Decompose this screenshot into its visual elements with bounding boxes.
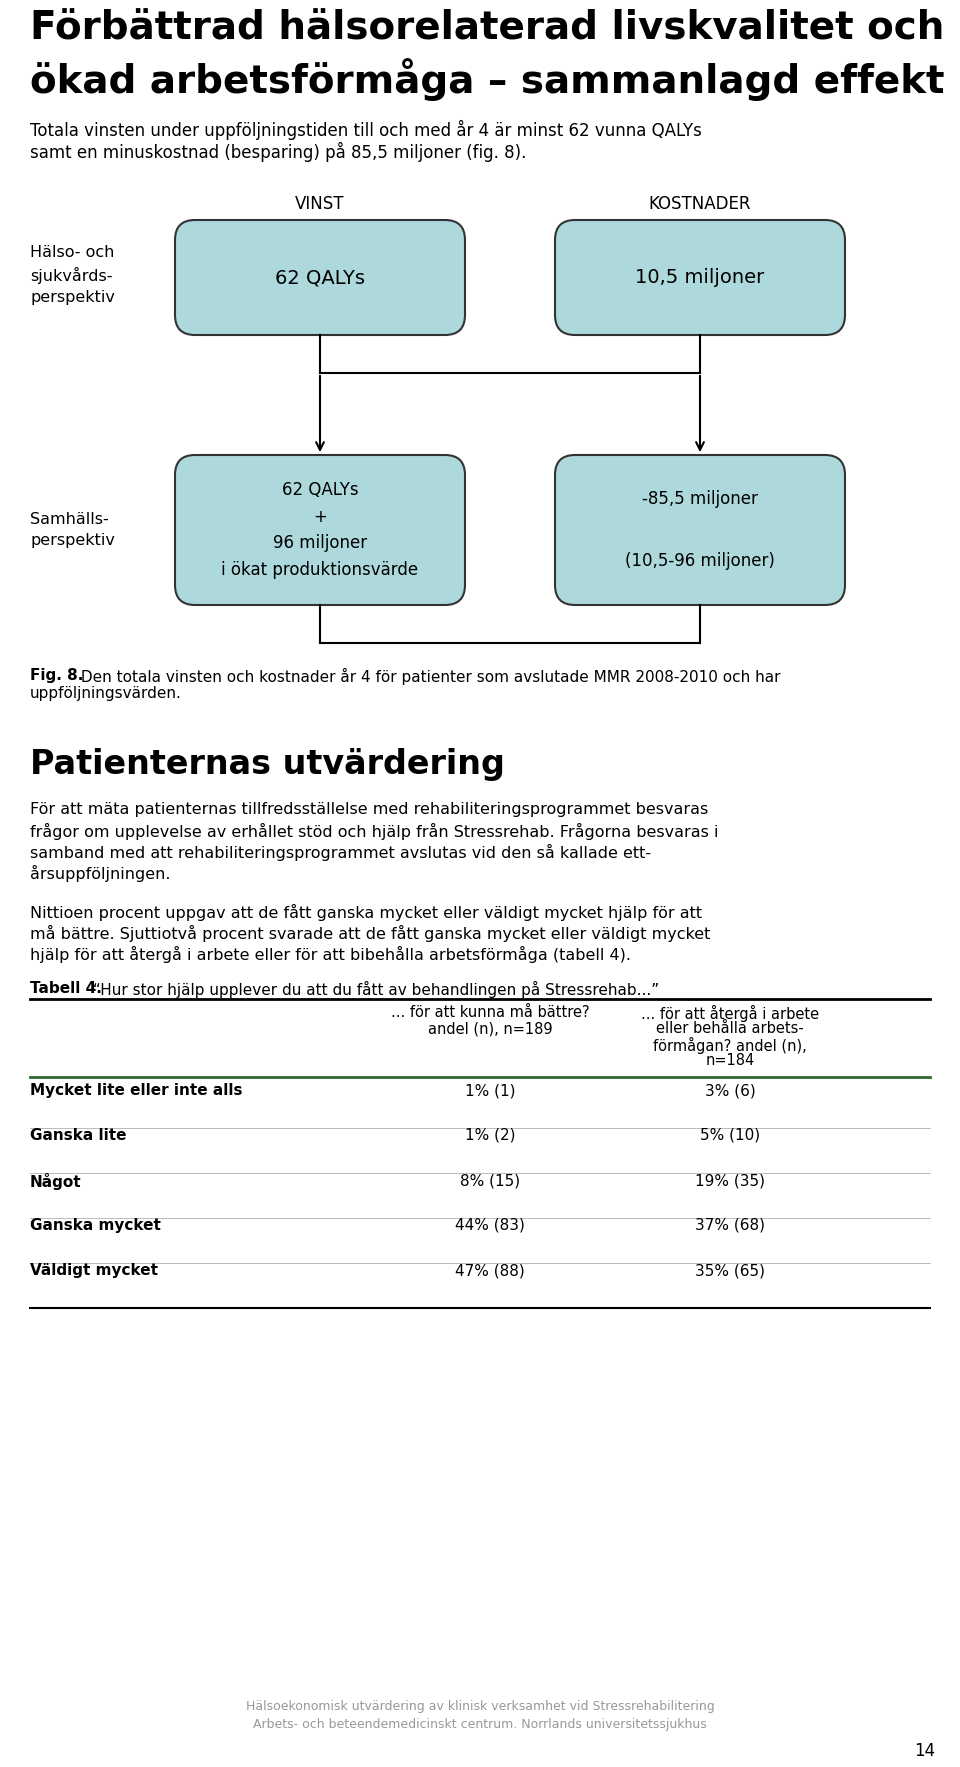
- Text: Ganska mycket: Ganska mycket: [30, 1217, 161, 1233]
- Text: Något: Något: [30, 1173, 82, 1189]
- Text: 10,5 miljoner: 10,5 miljoner: [636, 269, 764, 286]
- Text: må bättre. Sjuttiotvå procent svarade att de fått ganska mycket eller väldigt my: må bättre. Sjuttiotvå procent svarade at…: [30, 924, 710, 942]
- Text: ... för att återgå i arbete: ... för att återgå i arbete: [641, 1005, 819, 1021]
- Text: KOSTNADER: KOSTNADER: [649, 194, 752, 214]
- Text: -85,5 miljoner

(10,5-96 miljoner): -85,5 miljoner (10,5-96 miljoner): [625, 491, 775, 569]
- Text: Mycket lite eller inte alls: Mycket lite eller inte alls: [30, 1083, 243, 1097]
- Text: Väldigt mycket: Väldigt mycket: [30, 1263, 158, 1278]
- Text: 5% (10): 5% (10): [700, 1127, 760, 1143]
- Text: För att mäta patienternas tillfredsställelse med rehabiliteringsprogrammet besva: För att mäta patienternas tillfredsställ…: [30, 802, 708, 816]
- Text: 62 QALYs: 62 QALYs: [275, 269, 365, 286]
- Text: 37% (68): 37% (68): [695, 1217, 765, 1233]
- Text: 44% (83): 44% (83): [455, 1217, 525, 1233]
- Text: n=184: n=184: [706, 1053, 755, 1067]
- Text: Samhälls-
perspektiv: Samhälls- perspektiv: [30, 512, 115, 548]
- Text: eller behålla arbets-: eller behålla arbets-: [656, 1021, 804, 1035]
- Text: 62 QALYs
+
96 miljoner
i ökat produktionsvärde: 62 QALYs + 96 miljoner i ökat produktion…: [222, 481, 419, 578]
- Text: Nittioen procent uppgav att de fått ganska mycket eller väldigt mycket hjälp för: Nittioen procent uppgav att de fått gans…: [30, 905, 702, 921]
- FancyBboxPatch shape: [175, 221, 465, 336]
- Text: förmågan? andel (n),: förmågan? andel (n),: [653, 1037, 806, 1055]
- Text: 8% (15): 8% (15): [460, 1173, 520, 1187]
- Text: VINST: VINST: [296, 194, 345, 214]
- Text: frågor om upplevelse av erhållet stöd och hjälp från Stressrehab. Frågorna besva: frågor om upplevelse av erhållet stöd oc…: [30, 823, 718, 839]
- Text: 14: 14: [914, 1742, 935, 1760]
- FancyBboxPatch shape: [175, 454, 465, 604]
- FancyBboxPatch shape: [555, 454, 845, 604]
- Text: Patienternas utvärdering: Patienternas utvärdering: [30, 747, 505, 781]
- Text: Hälsoekonomisk utvärdering av klinisk verksamhet vid Stressrehabilitering: Hälsoekonomisk utvärdering av klinisk ve…: [246, 1700, 714, 1712]
- Text: “Hur stor hjälp upplever du att du fått av behandlingen på Stressrehab...”: “Hur stor hjälp upplever du att du fått …: [88, 981, 660, 998]
- Text: samband med att rehabiliteringsprogrammet avslutas vid den så kallade ett-: samband med att rehabiliteringsprogramme…: [30, 845, 651, 861]
- Text: hjälp för att återgå i arbete eller för att bibehålla arbetsförmåga (tabell 4).: hjälp för att återgå i arbete eller för …: [30, 945, 631, 963]
- Text: 3% (6): 3% (6): [705, 1083, 756, 1097]
- Text: samt en minuskostnad (besparing) på 85,5 miljoner (fig. 8).: samt en minuskostnad (besparing) på 85,5…: [30, 141, 526, 163]
- Text: 35% (65): 35% (65): [695, 1263, 765, 1278]
- Text: 1% (1): 1% (1): [465, 1083, 516, 1097]
- Text: andel (n), n=189: andel (n), n=189: [428, 1021, 552, 1035]
- Text: Förbättrad hälsorelaterad livskvalitet och: Förbättrad hälsorelaterad livskvalitet o…: [30, 11, 945, 48]
- Text: 47% (88): 47% (88): [455, 1263, 525, 1278]
- Text: Den totala vinsten och kostnader år 4 för patienter som avslutade MMR 2008-2010 : Den totala vinsten och kostnader år 4 fö…: [76, 668, 780, 686]
- Text: 19% (35): 19% (35): [695, 1173, 765, 1187]
- Text: Ganska lite: Ganska lite: [30, 1127, 127, 1143]
- Text: ... för att kunna må bättre?: ... för att kunna må bättre?: [391, 1005, 589, 1020]
- Text: ökad arbetsförmåga – sammanlagd effekt: ökad arbetsförmåga – sammanlagd effekt: [30, 58, 945, 101]
- Text: uppföljningsvärden.: uppföljningsvärden.: [30, 686, 181, 701]
- Text: Tabell 4.: Tabell 4.: [30, 981, 102, 997]
- Text: årsuppföljningen.: årsuppföljningen.: [30, 866, 171, 882]
- Text: Fig. 8.: Fig. 8.: [30, 668, 84, 684]
- Text: Hälso- och
sjukvårds-
perspektiv: Hälso- och sjukvårds- perspektiv: [30, 246, 115, 306]
- Text: 1% (2): 1% (2): [465, 1127, 516, 1143]
- Text: Arbets- och beteendemedicinskt centrum. Norrlands universitetssjukhus: Arbets- och beteendemedicinskt centrum. …: [253, 1718, 707, 1732]
- FancyBboxPatch shape: [555, 221, 845, 336]
- Text: Totala vinsten under uppföljningstiden till och med år 4 är minst 62 vunna QALYs: Totala vinsten under uppföljningstiden t…: [30, 120, 702, 140]
